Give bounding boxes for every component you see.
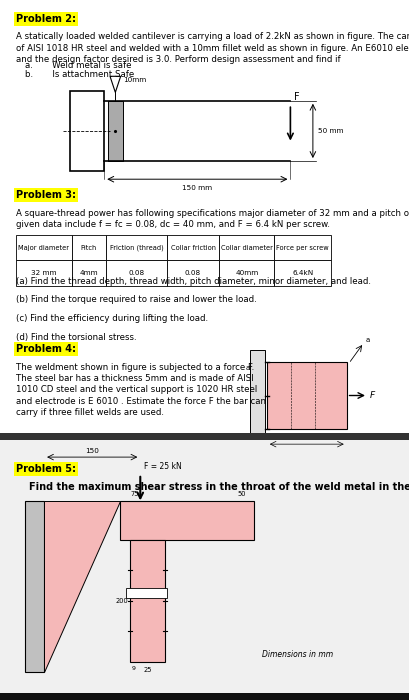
Bar — [70, 91, 104, 171]
Bar — [274, 235, 331, 260]
Bar — [16, 235, 72, 260]
Bar — [274, 260, 331, 286]
Bar — [167, 260, 219, 286]
Text: a: a — [366, 337, 370, 343]
Text: Problem 3:: Problem 3: — [16, 190, 76, 200]
Text: F: F — [370, 391, 375, 400]
Bar — [72, 260, 106, 286]
Text: 0.08: 0.08 — [128, 270, 145, 276]
Text: Force per screw: Force per screw — [276, 245, 329, 251]
Polygon shape — [44, 500, 120, 672]
Bar — [106, 260, 167, 286]
Text: a.       Weld metal is safe: a. Weld metal is safe — [25, 61, 131, 70]
Text: Pitch: Pitch — [81, 245, 97, 251]
Text: F: F — [294, 92, 299, 102]
Bar — [126, 589, 167, 598]
Text: 50 mm: 50 mm — [318, 128, 343, 134]
Text: A statically loaded welded cantilever is carrying a load of 2.2kN as shown in fi: A statically loaded welded cantilever is… — [16, 32, 409, 64]
Bar — [167, 235, 219, 260]
Text: Problem 5:: Problem 5: — [16, 464, 76, 474]
Bar — [25, 500, 44, 672]
Bar — [0, 440, 409, 700]
Bar — [120, 500, 254, 540]
Text: 4mm: 4mm — [80, 270, 98, 276]
Text: 9: 9 — [132, 666, 136, 671]
Text: F = 25 kN: F = 25 kN — [144, 462, 181, 471]
Bar — [16, 260, 72, 286]
Text: Find the maximum shear stress in the throat of the weld metal in the figure.: Find the maximum shear stress in the thr… — [29, 482, 409, 491]
Text: Major diameter: Major diameter — [18, 245, 70, 251]
Text: Problem 2:: Problem 2: — [16, 14, 76, 24]
Text: The weldment shown in figure is subjected to a force F.
The steel bar has a thic: The weldment shown in figure is subjecte… — [16, 363, 266, 417]
Text: 150: 150 — [85, 448, 99, 454]
Bar — [219, 235, 274, 260]
Text: (a) Find the thread depth, thread width, pitch diameter, minor diameter, and lea: (a) Find the thread depth, thread width,… — [16, 276, 371, 286]
Text: 40mm: 40mm — [235, 270, 258, 276]
Text: 10mm: 10mm — [123, 77, 146, 83]
Bar — [219, 260, 274, 286]
Text: a: a — [245, 365, 250, 371]
Bar — [0, 433, 409, 440]
Text: Dimensions in mm: Dimensions in mm — [262, 650, 333, 659]
Text: 75: 75 — [130, 491, 139, 497]
Text: Friction (thread): Friction (thread) — [110, 244, 164, 251]
Text: Collar diameter: Collar diameter — [221, 245, 273, 251]
Bar — [106, 235, 167, 260]
Text: (b) Find the torque required to raise and lower the load.: (b) Find the torque required to raise an… — [16, 295, 257, 304]
Bar — [72, 235, 106, 260]
Bar — [108, 101, 123, 161]
Text: Problem 4:: Problem 4: — [16, 344, 76, 354]
Bar — [267, 363, 347, 428]
Text: Collar friction: Collar friction — [171, 245, 216, 251]
Text: 0.08: 0.08 — [185, 270, 201, 276]
Bar — [130, 540, 165, 662]
Text: A square-thread power has following specifications major diameter of 32 mm and a: A square-thread power has following spec… — [16, 209, 409, 229]
Bar — [249, 350, 265, 442]
Text: 32 mm: 32 mm — [31, 270, 57, 276]
Text: 25: 25 — [143, 667, 152, 673]
Text: (c) Find the efficiency during lifting the load.: (c) Find the efficiency during lifting t… — [16, 314, 209, 323]
Text: 50: 50 — [237, 491, 246, 497]
Text: 200: 200 — [115, 598, 128, 603]
Text: 6.4kN: 6.4kN — [292, 270, 313, 276]
Bar — [0, 693, 409, 700]
Text: 150 mm: 150 mm — [182, 185, 212, 191]
Text: (d) Find the torsional stress.: (d) Find the torsional stress. — [16, 333, 137, 342]
Text: b.       Is attachment Safe: b. Is attachment Safe — [25, 70, 134, 79]
